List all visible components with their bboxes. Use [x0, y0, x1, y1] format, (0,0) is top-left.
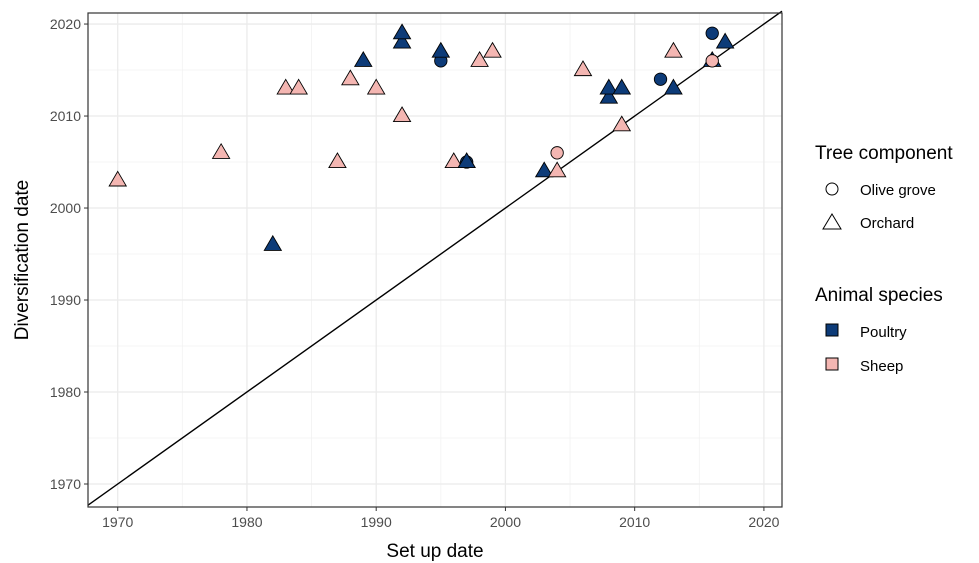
legend-animal-species: Animal species Poultry Sheep: [815, 285, 943, 375]
point-orchard-sheep: [276, 78, 296, 95]
x-tick-label: 2010: [619, 514, 650, 530]
point-olive-grove-sheep: [705, 54, 719, 68]
point-orchard-poultry: [353, 50, 373, 67]
point-orchard-poultry: [263, 234, 283, 251]
legend-label-olive-grove: Olive grove: [860, 182, 936, 199]
point-orchard-poultry: [431, 41, 451, 58]
point-orchard-poultry: [664, 78, 683, 95]
point-orchard-sheep: [392, 106, 412, 123]
point-orchard-sheep: [108, 170, 128, 187]
legend-title-tree-component: Tree component: [815, 143, 953, 164]
point-orchard-sheep: [470, 50, 489, 67]
point-orchard-sheep: [664, 41, 683, 58]
y-axis-title: Diversification date: [12, 180, 33, 341]
point-orchard-poultry: [599, 87, 619, 104]
legend-label-orchard: Orchard: [860, 215, 914, 232]
x-tick-label: 2020: [748, 514, 779, 530]
y-tick-label: 2020: [50, 16, 81, 32]
panel-background: [88, 13, 782, 507]
y-tick-label: 1990: [50, 292, 81, 308]
x-axis: 1970 1980 1990 2000 2010 2020: [102, 507, 780, 530]
point-orchard-sheep: [328, 152, 347, 169]
point-olive-grove-poultry: [705, 26, 719, 40]
x-axis-title: Set up date: [386, 541, 483, 562]
point-orchard-sheep: [444, 152, 464, 169]
minor-grid: [88, 13, 782, 507]
point-orchard-poultry: [599, 78, 619, 95]
legend-label-poultry: Poultry: [860, 324, 907, 341]
point-olive-grove-poultry: [653, 72, 668, 86]
point-orchard-sheep: [211, 142, 231, 159]
point-orchard-poultry: [392, 23, 412, 40]
point-orchard-poultry: [392, 32, 412, 49]
legend-swatch-poultry: [825, 323, 839, 337]
x-tick-label: 1990: [361, 514, 392, 530]
point-orchard-poultry: [534, 161, 554, 178]
legend-key-orchard-icon: [822, 213, 842, 230]
points-layer: [108, 23, 735, 251]
x-tick-label: 1970: [102, 514, 133, 530]
point-orchard-poultry: [457, 152, 476, 169]
plot-panel: [87, 10, 783, 508]
legend-tree-component: Tree component Olive grove Orchard: [815, 143, 953, 232]
point-orchard-sheep: [366, 78, 386, 95]
panel-border: [87, 12, 783, 508]
point-orchard-poultry: [715, 32, 735, 49]
x-tick-label: 2000: [490, 514, 521, 530]
major-grid: [88, 13, 782, 507]
legend-title-animal-species: Animal species: [815, 285, 943, 306]
y-tick-label: 2010: [50, 108, 81, 124]
x-tick-label: 1980: [231, 514, 262, 530]
point-orchard-sheep: [612, 115, 632, 132]
legend-label-sheep: Sheep: [860, 358, 903, 375]
y-tick-label: 1970: [50, 476, 81, 492]
point-orchard-sheep: [547, 161, 567, 178]
point-orchard-sheep: [483, 41, 502, 58]
legend-swatch-sheep: [825, 357, 839, 371]
point-orchard-sheep: [573, 60, 593, 77]
y-tick-label: 2000: [50, 200, 81, 216]
legend-key-olive-grove-icon: [825, 182, 839, 196]
y-tick-label: 1980: [50, 384, 81, 400]
point-orchard-sheep: [289, 78, 308, 95]
point-olive-grove-sheep: [550, 146, 564, 160]
y-axis: 1970 1980 1990 2000 2010 2020: [50, 16, 88, 492]
point-orchard-poultry: [612, 78, 632, 95]
point-orchard-sheep: [341, 69, 360, 86]
